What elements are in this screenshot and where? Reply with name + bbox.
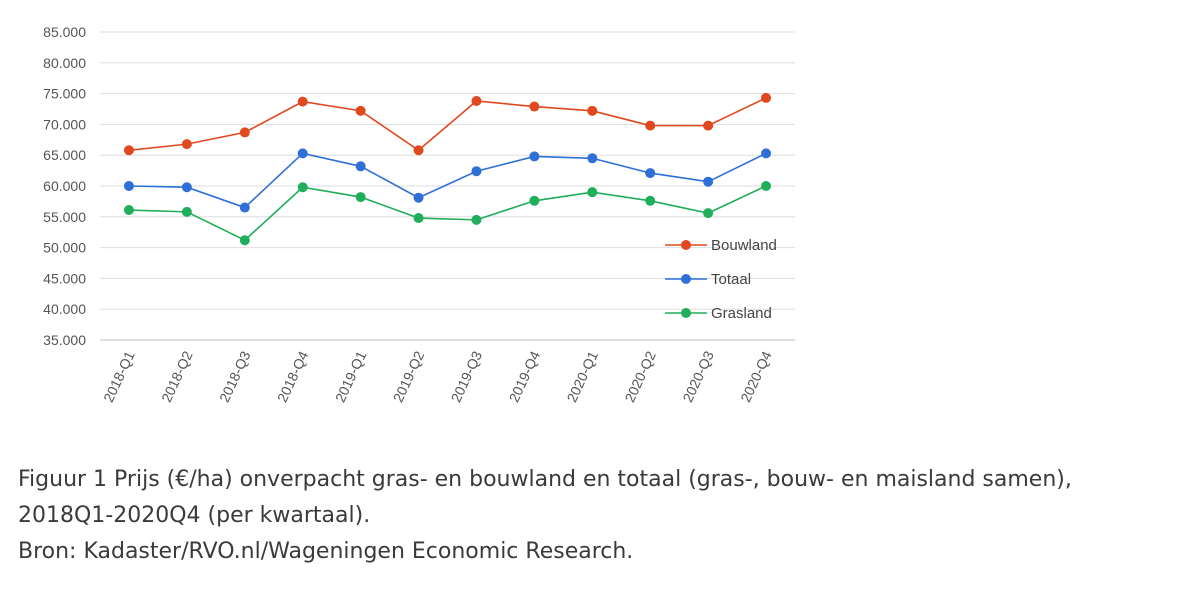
- legend-item-totaal: Totaal: [665, 271, 751, 288]
- data-point-totaal: [239, 202, 250, 213]
- data-point-totaal: [471, 166, 482, 177]
- caption-line-2: 2018Q1-2020Q4 (per kwartaal).: [18, 503, 371, 528]
- data-point-bouwland: [761, 92, 772, 103]
- y-tick-label: 65.000: [43, 147, 86, 163]
- legend-item-bouwland: Bouwland: [665, 237, 777, 254]
- y-tick-label: 80.000: [43, 55, 86, 71]
- data-point-totaal: [529, 151, 540, 162]
- data-point-totaal: [761, 148, 772, 159]
- y-axis-ticks: 35.000 40.000 45.000 50.000 55.000 60.000 65.0…: [43, 24, 86, 348]
- series-bouwland: [123, 92, 772, 156]
- data-point-totaal: [413, 192, 424, 203]
- data-point-totaal: [703, 176, 714, 187]
- data-point-bouwland: [181, 139, 192, 150]
- legend-marker: [681, 240, 691, 250]
- data-point-grasland: [471, 214, 482, 225]
- x-tick-label: 2018-Q3: [216, 348, 254, 404]
- x-tick-label: 2019-Q4: [506, 348, 544, 404]
- x-tick-label: 2018-Q2: [158, 348, 196, 404]
- data-point-grasland: [761, 181, 772, 191]
- x-tick-label: 2018-Q1: [100, 348, 138, 404]
- data-point-bouwland: [645, 120, 656, 131]
- caption-line-1: Figuur 1 Prijs (€/ha) onverpacht gras- e…: [18, 467, 1072, 492]
- legend-marker: [681, 308, 691, 318]
- figure-caption: Figuur 1 Prijs (€/ha) onverpacht gras- e…: [18, 462, 1188, 570]
- data-point-grasland: [703, 208, 714, 219]
- y-tick-label: 60.000: [43, 178, 86, 194]
- x-tick-label: 2020-Q2: [621, 348, 659, 404]
- data-point-bouwland: [239, 127, 250, 138]
- x-tick-label: 2019-Q2: [390, 348, 428, 404]
- data-point-bouwland: [587, 105, 598, 116]
- data-point-grasland: [181, 206, 192, 217]
- data-point-bouwland: [297, 96, 308, 107]
- y-tick-label: 50.000: [43, 240, 86, 256]
- data-point-bouwland: [355, 105, 366, 116]
- gridlines: [100, 31, 795, 341]
- data-point-totaal: [645, 168, 656, 179]
- data-point-totaal: [123, 181, 134, 191]
- x-tick-label: 2020-Q3: [679, 348, 717, 404]
- data-point-grasland: [645, 195, 656, 206]
- data-point-grasland: [239, 235, 250, 246]
- y-tick-label: 40.000: [43, 301, 86, 317]
- legend-label-totaal: Totaal: [711, 271, 751, 288]
- data-point-totaal: [355, 161, 366, 172]
- series-line-bouwland: [128, 97, 767, 152]
- y-tick-label: 55.000: [43, 209, 86, 225]
- caption-source: Bron: Kadaster/RVO.nl/Wageningen Economi…: [18, 539, 634, 564]
- legend-label-bouwland: Bouwland: [711, 237, 777, 254]
- y-tick-label: 75.000: [43, 86, 86, 102]
- data-point-grasland: [587, 187, 598, 198]
- line-chart: 35.000 40.000 45.000 50.000 55.000 60.000 65.0…: [43, 24, 795, 405]
- data-point-grasland: [529, 195, 540, 206]
- y-tick-label: 70.000: [43, 116, 86, 132]
- legend-item-grasland: Grasland: [665, 305, 772, 322]
- data-point-totaal: [297, 148, 308, 159]
- data-point-bouwland: [413, 145, 424, 156]
- data-point-totaal: [181, 182, 192, 193]
- series-totaal: [123, 148, 772, 213]
- data-point-bouwland: [703, 120, 714, 131]
- series-line-grasland: [128, 185, 767, 242]
- legend-marker: [681, 274, 691, 284]
- data-point-grasland: [297, 182, 308, 193]
- series-line-totaal: [128, 152, 767, 209]
- x-tick-label: 2019-Q1: [332, 348, 370, 404]
- series-group: [123, 92, 772, 246]
- y-tick-label: 45.000: [43, 270, 86, 286]
- data-point-grasland: [413, 213, 424, 224]
- x-tick-label: 2019-Q3: [448, 348, 486, 404]
- legend-label-grasland: Grasland: [711, 305, 772, 322]
- y-tick-label: 35.000: [43, 332, 86, 348]
- x-tick-label: 2020-Q1: [563, 348, 601, 404]
- legend: Bouwland Totaal Grasland: [665, 237, 777, 322]
- data-point-grasland: [123, 205, 134, 216]
- series-grasland: [123, 181, 772, 246]
- data-point-bouwland: [529, 101, 540, 112]
- data-point-bouwland: [471, 95, 482, 106]
- data-point-bouwland: [123, 145, 134, 156]
- data-point-totaal: [587, 153, 598, 164]
- y-tick-label: 85.000: [43, 24, 86, 40]
- data-point-grasland: [355, 192, 366, 203]
- x-axis-ticks: 2018-Q1 2018-Q2 2018-Q3 2018-Q4 2019-Q1 2019-…: [100, 348, 775, 404]
- x-tick-label: 2020-Q4: [737, 348, 775, 404]
- x-tick-label: 2018-Q4: [274, 348, 312, 404]
